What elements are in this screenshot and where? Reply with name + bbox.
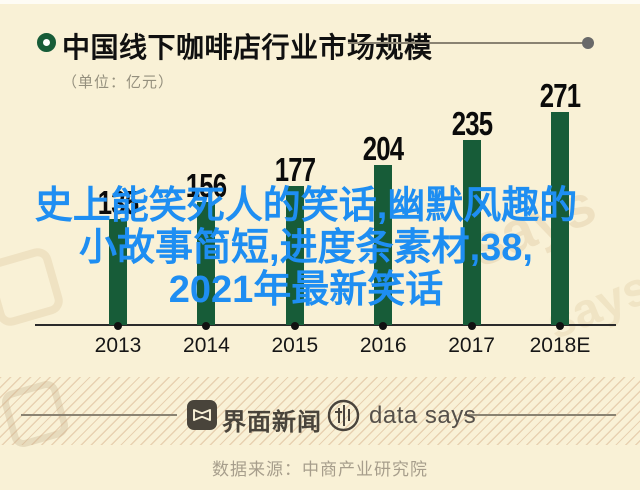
axis-tick-dot bbox=[379, 322, 388, 330]
axis-tick-dot bbox=[290, 322, 299, 330]
bar-2017 bbox=[462, 140, 481, 325]
bar-value-label: 177 bbox=[274, 151, 316, 188]
bar-2016 bbox=[374, 165, 393, 325]
bar-2015 bbox=[285, 186, 304, 325]
year-label: 2013 bbox=[94, 334, 142, 357]
overlay-caption-line: 史上能笑死人的笑话,幽默风趣的 bbox=[34, 185, 578, 227]
year-label: 2014 bbox=[183, 334, 230, 357]
overlay-caption: 史上能笑死人的笑话,幽默风趣的 小故事简短,进度条素材,38, 2021年最新笑… bbox=[0, 185, 612, 311]
page-title: 中国线下咖啡店行业市场规模 bbox=[62, 32, 433, 63]
title-rule-end-dot bbox=[582, 37, 594, 49]
data-says-wordmark: data says bbox=[369, 402, 477, 429]
axis-tick-dot bbox=[556, 322, 564, 330]
axis-tick-dot bbox=[114, 322, 122, 330]
footer-rule-left bbox=[21, 414, 177, 416]
bar-value-label: 271 bbox=[539, 77, 581, 114]
year-label: 2017 bbox=[448, 334, 495, 357]
overlay-caption-line: 2021年最新笑话 bbox=[168, 269, 444, 311]
hatched-band bbox=[0, 377, 640, 445]
axis-tick-dot bbox=[467, 322, 476, 330]
overlay-caption-line: 小故事简短,进度条素材,38, bbox=[79, 227, 533, 269]
axis-tick-dot bbox=[202, 322, 211, 330]
top-light-strip bbox=[0, 0, 640, 4]
title-rule bbox=[348, 42, 586, 44]
year-label: 2015 bbox=[271, 334, 319, 357]
unit-label: （单位：亿元） bbox=[62, 74, 175, 91]
x-axis-line bbox=[35, 324, 616, 326]
bar-value-label: 135 bbox=[97, 184, 139, 221]
data-source-note: 数据来源：中商产业研究院 bbox=[212, 460, 428, 479]
bar-2014 bbox=[197, 202, 216, 325]
bar-value-label: 235 bbox=[451, 105, 492, 142]
footer-rule-right bbox=[464, 414, 616, 416]
bar-2013 bbox=[109, 219, 127, 325]
bar-2018E bbox=[551, 112, 569, 325]
bar-value-label: 204 bbox=[362, 130, 404, 167]
year-label: 2016 bbox=[359, 334, 407, 357]
bar-value-label: 156 bbox=[186, 167, 227, 204]
jiemian-news-wordmark: 界面新闻 bbox=[222, 409, 322, 436]
year-label: 2018E bbox=[529, 334, 591, 357]
data-says-logo-icon bbox=[327, 399, 360, 432]
jiemian-news-logo-icon bbox=[187, 400, 217, 430]
title-bullet-icon bbox=[37, 33, 56, 52]
